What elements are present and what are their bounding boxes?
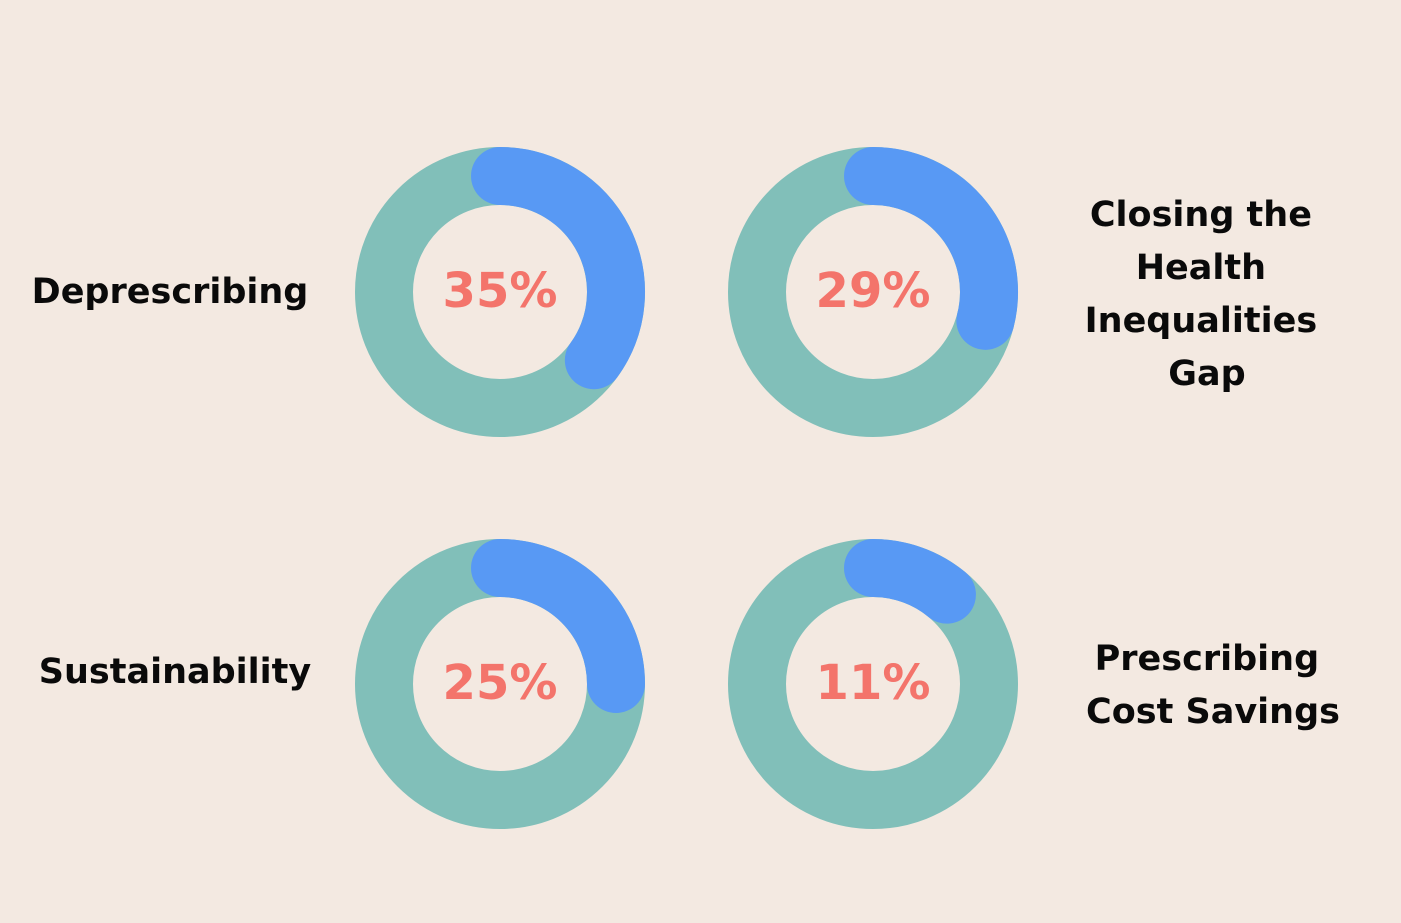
label-line: Prescribing	[1095, 639, 1320, 679]
percent-value: 11%	[816, 655, 931, 711]
percent-value: 29%	[816, 263, 931, 319]
label-health-inequalities: Closing the Health Inequalities Gap	[1085, 195, 1330, 394]
progress-arc	[471, 147, 645, 390]
label-line: Closing the	[1090, 195, 1312, 235]
donut-deprescribing: 35%	[355, 147, 645, 437]
donut-sustainability: 25%	[355, 539, 645, 829]
label-deprescribing: Deprescribing	[32, 272, 309, 312]
percent-value: 25%	[443, 655, 558, 711]
label-line: Cost Savings	[1086, 692, 1340, 732]
donut-cost-savings: 11%	[728, 539, 1018, 829]
label-line: Inequalities	[1085, 301, 1318, 341]
progress-arc	[844, 147, 1018, 350]
label-sustainability: Sustainability	[39, 652, 312, 692]
label-line: Gap	[1168, 354, 1245, 394]
progress-arc	[471, 539, 645, 713]
label-cost-savings: Prescribing Cost Savings	[1086, 639, 1340, 732]
progress-arc	[844, 539, 976, 624]
percent-value: 35%	[443, 263, 558, 319]
label-line: Health	[1136, 248, 1266, 288]
donut-health-inequalities: 29%	[728, 147, 1018, 437]
